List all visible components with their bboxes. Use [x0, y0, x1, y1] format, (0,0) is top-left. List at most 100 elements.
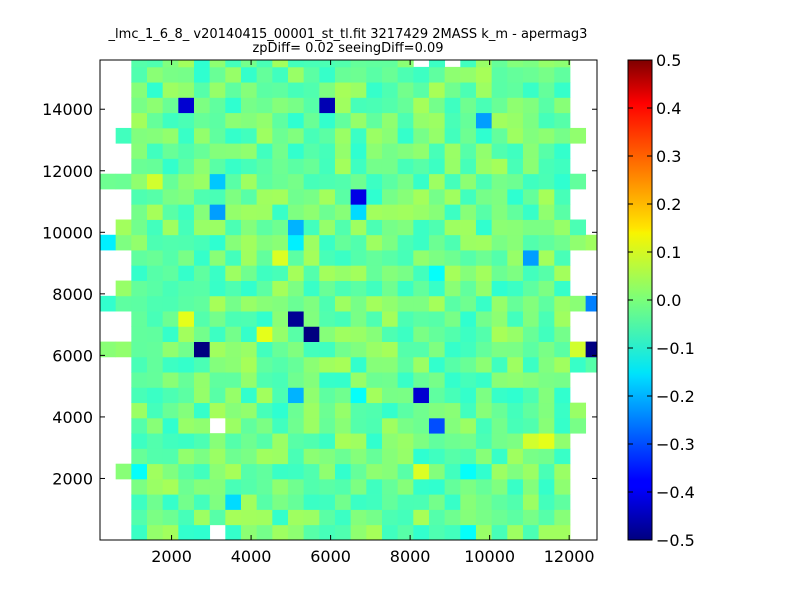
- heatmap-cell: [428, 494, 446, 510]
- colorbar-tick-label: 0.5: [656, 51, 681, 70]
- heatmap-cell: [475, 265, 493, 281]
- heatmap-cell: [397, 280, 414, 297]
- heatmap-cell: [272, 524, 289, 540]
- heatmap-cell: [491, 82, 508, 98]
- heatmap-cell: [397, 143, 414, 159]
- heatmap-cell: [287, 97, 305, 114]
- heatmap-cell: [350, 372, 367, 388]
- colorbar-tick-label: 0.3: [656, 147, 681, 166]
- heatmap-cell: [538, 387, 555, 404]
- heatmap-cell: [240, 188, 258, 205]
- heatmap-cell: [350, 387, 367, 404]
- heatmap-cell: [303, 524, 320, 540]
- heatmap-cell: [209, 280, 226, 297]
- heatmap-cell: [428, 372, 446, 388]
- heatmap-cell: [366, 402, 383, 419]
- heatmap-cell: [131, 387, 148, 404]
- heatmap-cell: [287, 448, 305, 465]
- heatmap-cell: [381, 66, 399, 83]
- heatmap-cell: [100, 234, 117, 251]
- heatmap-cell: [162, 387, 179, 404]
- heatmap-cell: [131, 127, 148, 144]
- heatmap-cell: [554, 250, 571, 266]
- heatmap-cell: [585, 356, 597, 373]
- heatmap-cell: [381, 158, 399, 175]
- heatmap-cell: [225, 387, 242, 404]
- heatmap-cell: [491, 66, 508, 83]
- heatmap-cell: [460, 66, 477, 83]
- heatmap-cell: [538, 280, 555, 297]
- heatmap-cell: [397, 356, 414, 373]
- heatmap-cell: [491, 204, 508, 220]
- heatmap-cell: [225, 433, 242, 449]
- heatmap-cell: [554, 143, 571, 159]
- heatmap-cell: [491, 127, 508, 144]
- heatmap-cell: [460, 478, 477, 495]
- heatmap-cell: [428, 66, 446, 83]
- heatmap-cell: [319, 265, 336, 281]
- heatmap-cell: [178, 387, 195, 404]
- heatmap-cell: [460, 341, 477, 358]
- heatmap-cell: [272, 97, 289, 114]
- heatmap-cell: [147, 402, 164, 419]
- heatmap-cell: [444, 219, 461, 236]
- heatmap-cell: [460, 127, 477, 144]
- heatmap-cell: [209, 356, 226, 373]
- heatmap-cell: [397, 494, 414, 510]
- heatmap-cell: [366, 372, 383, 388]
- heatmap-cell: [522, 311, 540, 327]
- heatmap-cell: [413, 326, 430, 342]
- heatmap-cell: [256, 494, 273, 510]
- heatmap-cell: [178, 204, 195, 220]
- heatmap-cell: [444, 478, 461, 495]
- x-tick-label: 6000: [310, 547, 351, 566]
- heatmap-cell: [287, 402, 305, 419]
- heatmap-cell: [491, 372, 508, 388]
- heatmap-cell: [428, 356, 446, 373]
- heatmap-cell: [225, 234, 242, 251]
- heatmap-cell: [147, 417, 164, 434]
- heatmap-cell: [413, 265, 430, 281]
- heatmap-cell: [460, 82, 477, 98]
- heatmap-cell: [522, 127, 540, 144]
- heatmap-cell: [413, 204, 430, 220]
- heatmap-cell: [319, 372, 336, 388]
- heatmap-cell: [350, 341, 367, 358]
- heatmap-cell: [303, 112, 320, 129]
- heatmap-cell: [366, 478, 383, 495]
- heatmap-cell: [193, 82, 211, 98]
- heatmap-cell: [366, 265, 383, 281]
- heatmap-cell: [554, 524, 571, 540]
- heatmap-cell: [287, 66, 305, 83]
- heatmap-cell: [209, 463, 226, 480]
- heatmap-cell: [507, 158, 524, 175]
- heatmap-cell: [350, 97, 367, 114]
- heatmap-cell: [287, 295, 305, 312]
- heatmap-cell: [491, 326, 508, 342]
- heatmap-cell: [162, 82, 179, 98]
- heatmap-cell: [397, 372, 414, 388]
- heatmap-cell: [272, 356, 289, 373]
- heatmap-cell: [147, 265, 164, 281]
- heatmap-cell: [585, 234, 597, 251]
- heatmap-cell: [178, 509, 195, 526]
- heatmap-cell: [460, 387, 477, 404]
- heatmap-cell: [569, 234, 587, 251]
- heatmap-cell: [381, 234, 399, 251]
- heatmap-cell: [350, 280, 367, 297]
- heatmap-cell: [334, 509, 352, 526]
- heatmap-cell: [366, 127, 383, 144]
- heatmap-cell: [413, 143, 430, 159]
- heatmap-cell: [428, 204, 446, 220]
- heatmap-cell: [131, 402, 148, 419]
- heatmap-cell: [178, 494, 195, 510]
- heatmap-cell: [554, 173, 571, 190]
- heatmap-cell: [162, 234, 179, 251]
- heatmap-cell: [538, 60, 555, 68]
- heatmap-cell: [334, 82, 352, 98]
- heatmap-cell: [350, 60, 367, 68]
- heatmap-cell: [303, 158, 320, 175]
- heatmap-cell: [538, 82, 555, 98]
- heatmap-cell: [444, 143, 461, 159]
- chart-title-line-1: _lmc_1_6_8_ v20140415_00001_st_tl.fit 32…: [108, 27, 588, 42]
